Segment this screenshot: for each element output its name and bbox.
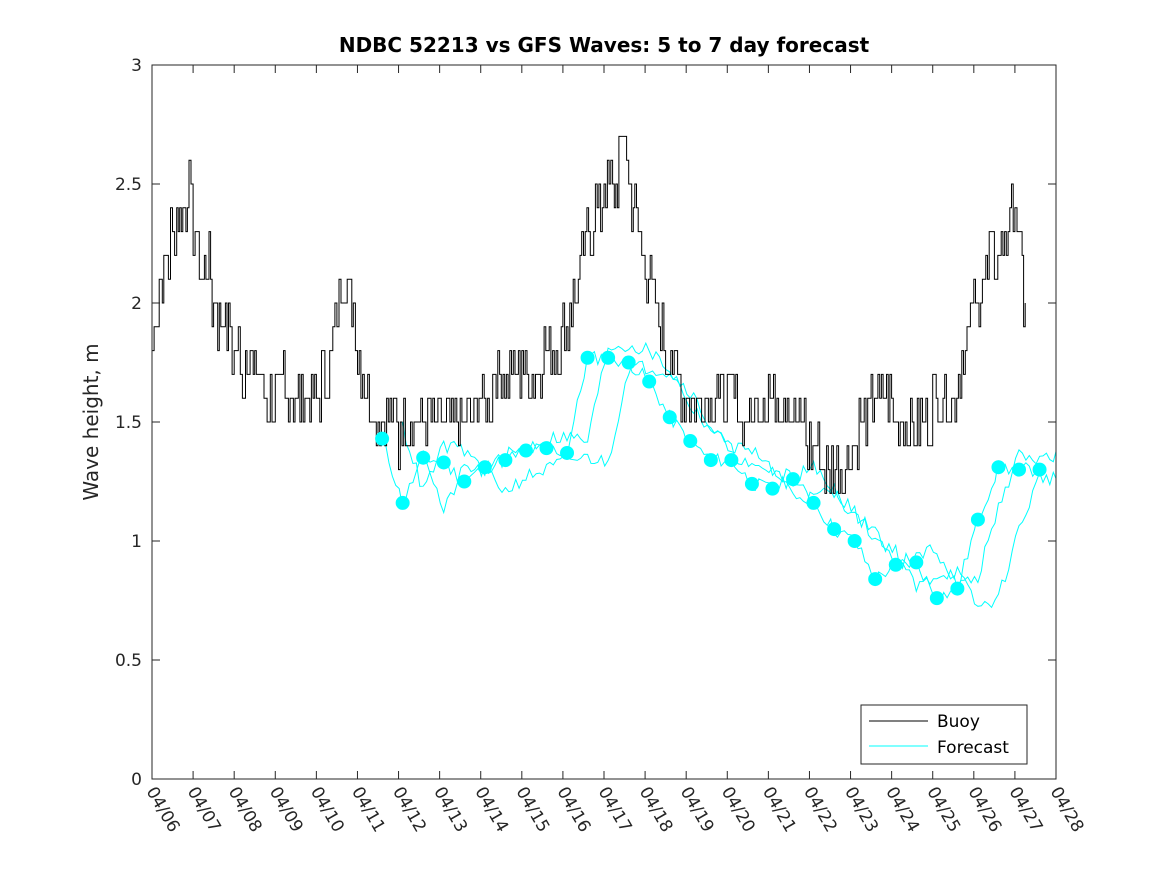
x-tick-label: 04/23: [840, 784, 882, 836]
forecast-point: [786, 472, 801, 487]
x-tick-label: 04/17: [594, 784, 636, 836]
forecast-markers: [375, 350, 1047, 606]
y-axis: 0 0.5 1 1.5 2 2.5 3: [115, 56, 1056, 790]
x-tick-label: 04/28: [1046, 784, 1088, 836]
forecast-line: [422, 360, 1057, 609]
y-tick-label: 2.5: [115, 175, 142, 195]
forecast-point: [601, 350, 616, 365]
forecast-point: [662, 410, 677, 425]
x-tick-label: 04/06: [142, 784, 184, 836]
x-tick-label: 04/15: [511, 784, 553, 836]
forecast-point: [580, 350, 595, 365]
legend-forecast-label: Forecast: [937, 738, 1009, 758]
x-tick-label: 04/24: [881, 784, 923, 836]
x-tick-label: 04/22: [799, 784, 841, 836]
forecast-point: [518, 443, 533, 458]
forecast-point: [560, 445, 575, 460]
x-tick-label: 04/10: [306, 784, 348, 836]
forecast-point: [539, 441, 554, 456]
forecast-point: [683, 434, 698, 449]
forecast-point: [806, 495, 821, 510]
y-tick-label: 0.5: [115, 651, 142, 671]
x-tick-label: 04/07: [183, 784, 225, 836]
x-tick-label: 04/11: [347, 784, 389, 836]
forecast-point: [847, 534, 862, 548]
legend: Buoy Forecast: [860, 704, 1028, 765]
buoy-line: [152, 135, 1026, 494]
x-tick-label: 04/08: [224, 784, 266, 836]
forecast-point: [395, 495, 410, 510]
forecast-point: [1032, 462, 1047, 477]
forecast-point: [375, 431, 390, 446]
forecast-point: [703, 453, 718, 468]
forecast-point: [929, 591, 944, 606]
forecast-point: [642, 374, 657, 389]
y-tick-label: 0: [131, 770, 142, 790]
x-tick-label: 04/26: [963, 784, 1005, 836]
y-tick-label: 3: [131, 56, 142, 76]
x-tick-label: 04/21: [758, 784, 800, 836]
forecast-point: [888, 557, 903, 572]
forecast-point: [621, 355, 636, 370]
y-tick-label: 1.5: [115, 413, 142, 433]
forecast-point: [436, 455, 451, 470]
forecast-point: [457, 474, 472, 489]
y-tick-label: 1: [131, 532, 142, 552]
x-tick-label: 04/16: [553, 784, 595, 836]
buoy-series: [152, 135, 1026, 494]
forecast-point: [498, 453, 513, 468]
forecast-point: [1012, 462, 1027, 477]
forecast-point: [827, 522, 842, 537]
x-tick-label: 04/09: [265, 784, 307, 836]
x-tick-label: 04/13: [429, 784, 471, 836]
forecast-point: [416, 450, 431, 465]
forecast-point: [950, 581, 965, 596]
x-tick-label: 04/14: [470, 784, 512, 836]
forecast-point: [909, 555, 924, 570]
forecast-point: [970, 512, 985, 527]
x-tick-label: 04/27: [1005, 784, 1047, 836]
legend-box: [860, 704, 1028, 765]
forecast-point: [477, 460, 492, 475]
forecast-point: [868, 572, 883, 587]
legend-buoy-label: Buoy: [937, 712, 980, 732]
forecast-line: [402, 341, 1057, 590]
x-tick-label: 04/20: [717, 784, 759, 836]
x-tick-label: 04/25: [922, 784, 964, 836]
x-tick-label: 04/19: [676, 784, 718, 836]
chart-title: NDBC 52213 vs GFS Waves: 5 to 7 day fore…: [339, 33, 870, 57]
forecast-point: [724, 453, 739, 468]
y-tick-label: 2: [131, 294, 142, 314]
x-tick-label: 04/18: [635, 784, 677, 836]
y-axis-label: Wave height, m: [79, 343, 103, 500]
forecast-point: [991, 460, 1006, 475]
forecast-point: [765, 481, 780, 496]
x-tick-label: 04/12: [388, 784, 430, 836]
forecast-point: [744, 476, 759, 491]
